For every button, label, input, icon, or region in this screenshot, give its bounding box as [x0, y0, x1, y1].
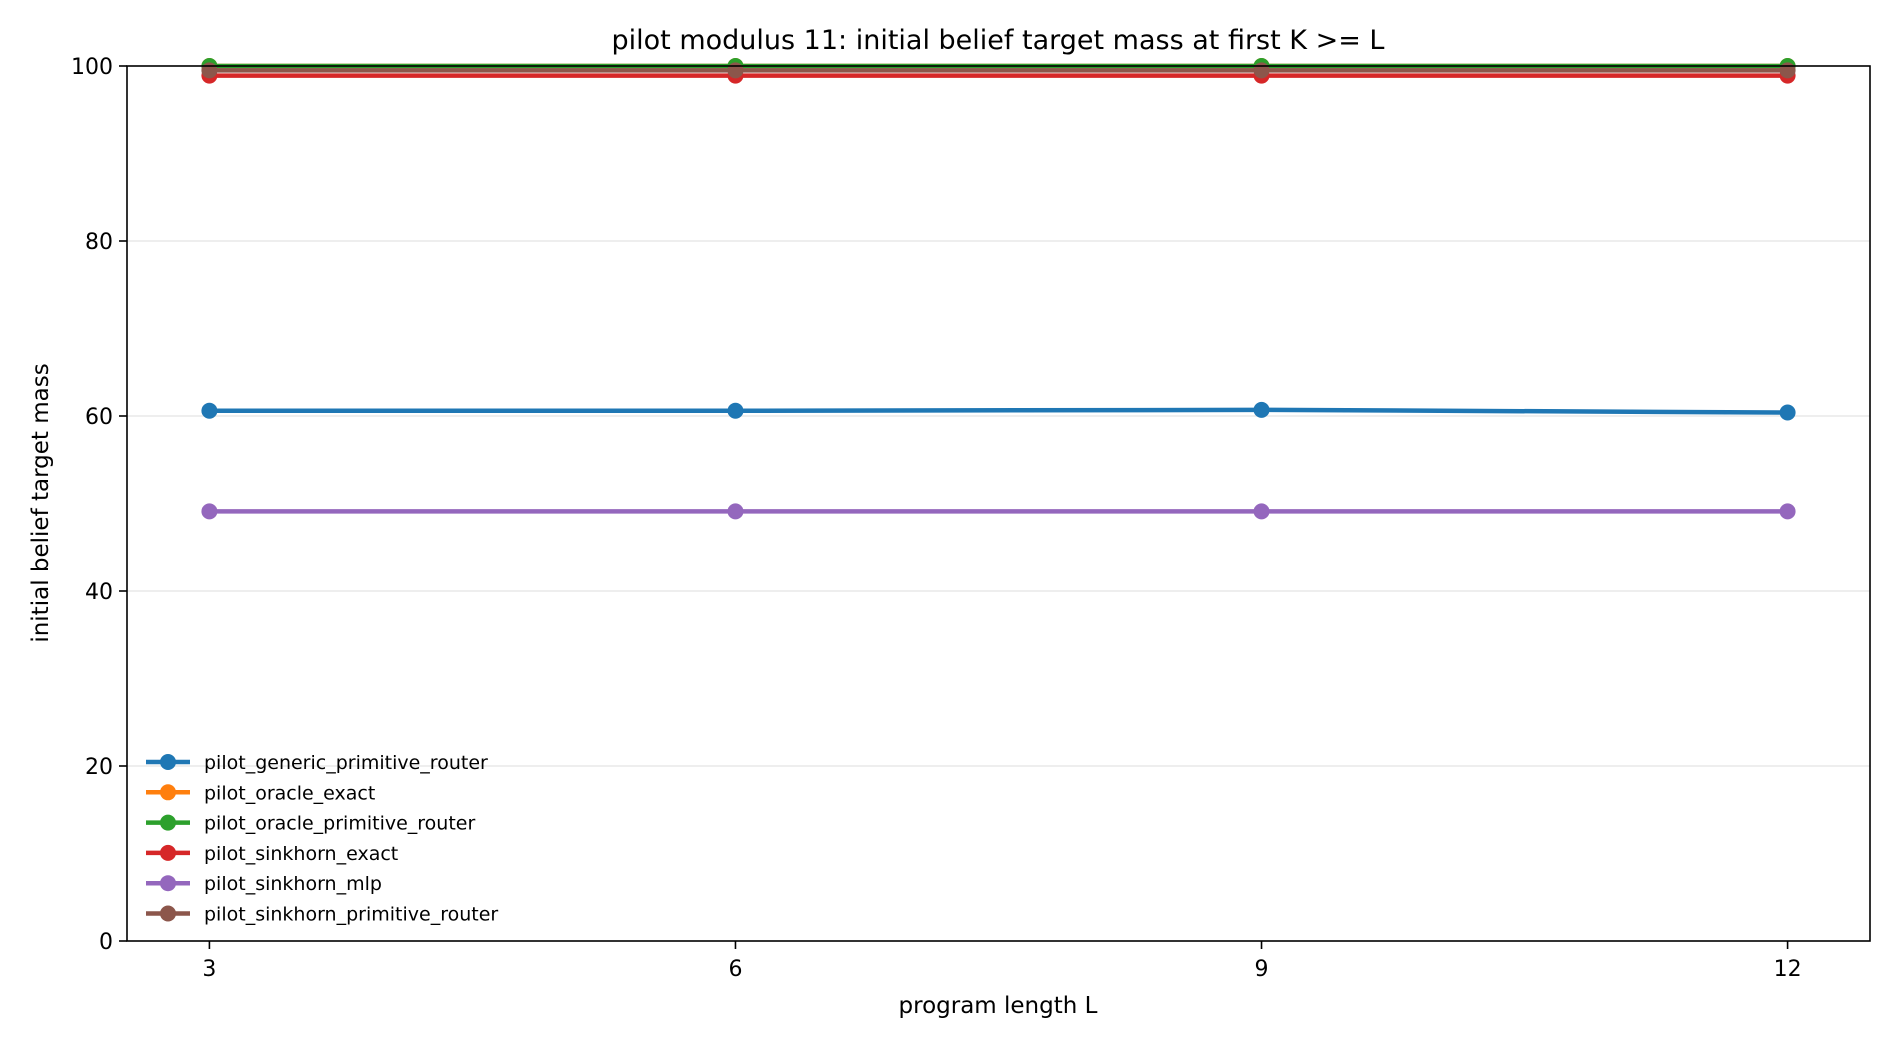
data-point [1779, 404, 1796, 421]
legend: pilot_generic_primitive_router pilot_orac… [146, 752, 498, 926]
series-pilot_generic_primitive_router [201, 401, 1796, 421]
data-point [201, 503, 218, 520]
legend-label: pilot_generic_primitive_router [204, 752, 488, 774]
y-tick-label: 40 [85, 580, 113, 605]
legend-entry: pilot_sinkhorn_exact [146, 843, 398, 865]
data-point [727, 503, 744, 520]
series-pilot_sinkhorn_mlp [201, 503, 1796, 520]
axes: 0 20 40 60 80 100 3 6 9 12 [71, 55, 1802, 982]
data-point [201, 62, 218, 79]
legend-label: pilot_sinkhorn_exact [204, 843, 398, 865]
data-point [1779, 62, 1796, 79]
data-point [1253, 62, 1270, 79]
legend-label: pilot_oracle_primitive_router [204, 813, 475, 835]
y-tick-label: 80 [85, 230, 113, 255]
x-tick-label: 3 [202, 957, 216, 982]
legend-marker [160, 814, 176, 831]
y-tick-label: 20 [85, 755, 113, 780]
data-point [1253, 503, 1270, 520]
data-point [727, 62, 744, 79]
legend-marker [160, 905, 176, 922]
data-point [201, 402, 218, 419]
legend-marker [160, 875, 176, 892]
legend-entry: pilot_oracle_primitive_router [146, 813, 475, 835]
legend-marker [160, 754, 176, 770]
legend-entry: pilot_generic_primitive_router [146, 752, 488, 774]
data-point [1253, 401, 1270, 418]
legend-label: pilot_oracle_exact [204, 782, 375, 804]
data-point [1779, 503, 1796, 520]
legend-label: pilot_sinkhorn_primitive_router [204, 904, 498, 926]
legend-marker [160, 844, 176, 861]
legend-entry: pilot_oracle_exact [146, 782, 375, 804]
y-axis-label: initial belief target mass [28, 363, 54, 642]
x-tick-label: 12 [1774, 957, 1802, 982]
x-tick-label: 9 [1255, 957, 1269, 982]
legend-entry: pilot_sinkhorn_mlp [146, 873, 382, 895]
plot-frame [126, 65, 1871, 942]
y-tick-label: 100 [71, 55, 113, 80]
x-tick-label: 6 [728, 957, 742, 982]
chart-title: pilot modulus 11: initial belief target … [612, 25, 1385, 56]
y-tick-label: 60 [85, 405, 113, 430]
legend-entry: pilot_sinkhorn_primitive_router [146, 904, 498, 926]
x-axis-label: program length L [899, 993, 1098, 1019]
data-point [727, 402, 744, 419]
y-tick-label: 0 [99, 930, 113, 955]
series-line [209, 407, 1788, 415]
legend-label: pilot_sinkhorn_mlp [204, 873, 382, 895]
legend-marker [160, 784, 176, 801]
